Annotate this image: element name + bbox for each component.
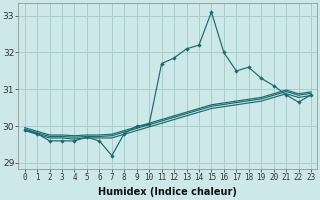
X-axis label: Humidex (Indice chaleur): Humidex (Indice chaleur) xyxy=(98,187,237,197)
